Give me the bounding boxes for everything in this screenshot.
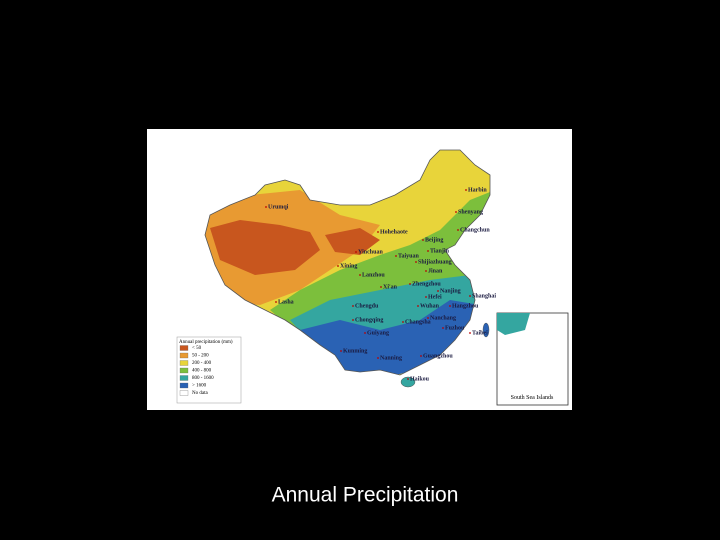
city-dot [415, 261, 417, 263]
legend-swatch [179, 382, 189, 389]
city-label: Changchun [460, 227, 490, 233]
legend-swatch [179, 367, 189, 374]
caption: Annual Precipitation [272, 484, 459, 507]
legend-label: < 50 [192, 346, 202, 351]
city-dot [455, 211, 457, 213]
legend-title: Annual precipitation (mm) [179, 340, 233, 345]
city-label: Shanghai [472, 293, 496, 299]
city-label: Beijing [425, 237, 443, 243]
city-dot [407, 378, 409, 380]
city-dot [409, 283, 411, 285]
city-dot [422, 239, 424, 241]
legend-swatch [179, 375, 189, 381]
city-label: Chongqing [355, 317, 383, 323]
city-dot [275, 301, 277, 303]
city-label: Urumqi [268, 204, 289, 210]
city-labels: Urumqi Harbin Shenyang Changchun Hohehaote Be… [265, 187, 496, 382]
city-dot [457, 229, 459, 231]
legend-label: No data [192, 391, 208, 396]
city-dot [417, 305, 419, 307]
city-label: Harbin [468, 187, 487, 193]
city-dot [449, 305, 451, 307]
city-label: Chengdu [355, 303, 379, 309]
city-label: Taibei [472, 330, 488, 336]
city-label: Nanning [380, 355, 402, 361]
legend-label: 800 - 1600 [192, 376, 214, 381]
city-dot [364, 332, 366, 334]
city-dot [420, 355, 422, 357]
city-dot [355, 251, 357, 253]
city-label: Tianjin [430, 248, 450, 254]
city-label: Guangzhou [423, 353, 453, 359]
city-label: Kunming [343, 348, 367, 354]
city-label: Hefei [428, 294, 442, 300]
legend-label: > 1600 [192, 384, 207, 389]
inset-land [497, 313, 530, 335]
city-dot [442, 327, 444, 329]
city-label: Lanzhou [362, 272, 385, 278]
city-label: Changsha [405, 319, 431, 325]
city-label: Haikou [410, 376, 430, 382]
city-dot [427, 317, 429, 319]
legend-swatch [179, 352, 189, 359]
legend-label: 50 - 200 [192, 354, 209, 359]
city-label: Nanchang [430, 315, 456, 321]
city-dot [377, 357, 379, 359]
city-dot [425, 296, 427, 298]
legend-swatch [179, 390, 189, 396]
city-dot [340, 350, 342, 352]
city-dot [427, 250, 429, 252]
city-dot [265, 206, 267, 208]
city-dot [337, 265, 339, 267]
legend-swatch [179, 345, 189, 351]
city-dot [402, 321, 404, 323]
city-dot [469, 295, 471, 297]
city-label: Lasha [278, 299, 294, 305]
city-label: Xi'an [383, 284, 398, 290]
city-dot [352, 305, 354, 307]
city-label: Shijiazhuang [418, 259, 452, 265]
city-dot [395, 255, 397, 257]
zone [210, 220, 320, 275]
city-dot [469, 332, 471, 334]
city-label: Fuzhou [445, 325, 465, 331]
city-label: Taiyuan [398, 253, 419, 259]
city-label: Jinan [428, 268, 443, 274]
city-label: Nanjing [440, 288, 461, 294]
city-dot [359, 274, 361, 276]
city-dot [465, 189, 467, 191]
legend-label: 400 - 800 [192, 369, 212, 374]
city-dot [380, 286, 382, 288]
city-label: Xining [340, 263, 357, 269]
hainan [400, 376, 416, 388]
inset-label: South Sea Islands [511, 395, 554, 401]
zone [325, 228, 380, 255]
city-dot [352, 319, 354, 321]
city-label: Shenyang [458, 209, 483, 215]
city-dot [425, 270, 427, 272]
city-label: Wuhan [420, 303, 440, 309]
city-label: Yinchuan [358, 249, 383, 255]
legend: < 50 50 - 200 200 - 400 400 - 800 800 - 1600… [179, 345, 214, 396]
legend-label: 200 - 400 [192, 361, 212, 366]
city-dot [377, 231, 379, 233]
legend-swatch [179, 360, 189, 366]
city-dot [437, 290, 439, 292]
taiwan [482, 322, 490, 338]
city-label: Guiyang [367, 330, 389, 336]
china-outline [204, 149, 491, 376]
city-label: Zhengzhou [412, 281, 441, 287]
city-label: Hohehaote [380, 229, 408, 235]
city-label: Hangzhou [452, 303, 479, 309]
